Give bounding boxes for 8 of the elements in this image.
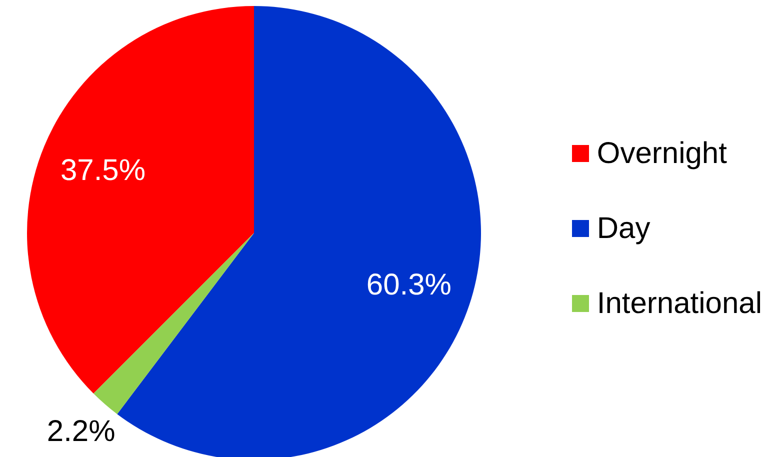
- legend-label: Day: [596, 212, 650, 246]
- pie-slice: [93, 233, 254, 414]
- pie-slice: [27, 6, 254, 394]
- data-label: 37.5%: [60, 154, 146, 187]
- data-label: 2.2%: [46, 415, 116, 448]
- legend-label: International: [596, 286, 762, 320]
- data-label: 60.3%: [366, 268, 452, 302]
- legend-label: Overnight: [596, 136, 727, 170]
